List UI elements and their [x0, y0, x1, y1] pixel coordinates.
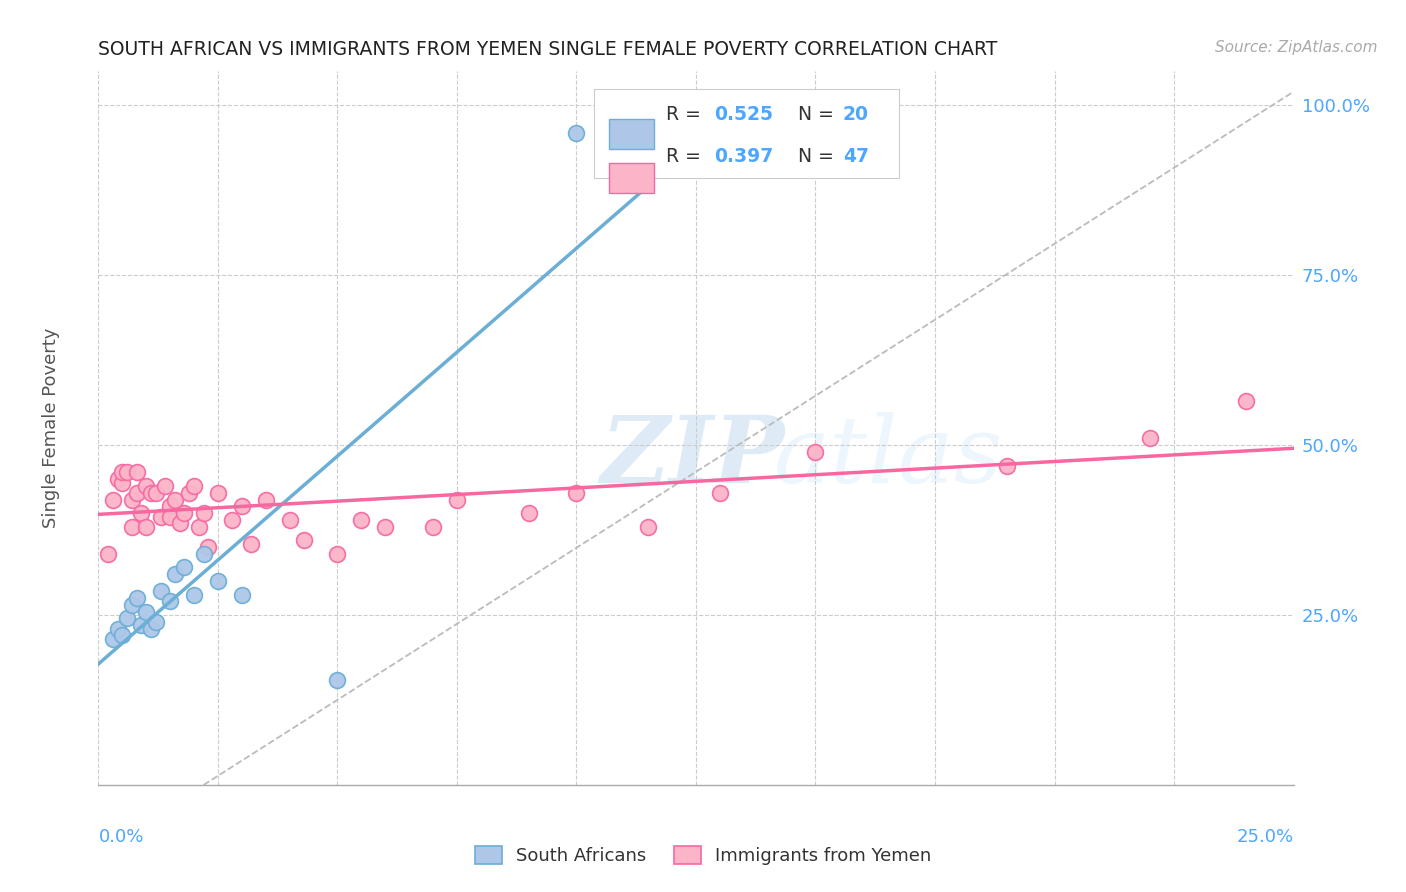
Point — [207, 574, 229, 588]
Point — [637, 519, 659, 533]
Point — [183, 479, 205, 493]
Point — [350, 513, 373, 527]
Point — [326, 673, 349, 687]
Point — [125, 591, 148, 605]
Point — [207, 485, 229, 500]
Point — [1139, 431, 1161, 445]
Point — [159, 594, 181, 608]
Point — [183, 588, 205, 602]
Point — [131, 618, 153, 632]
Text: Source: ZipAtlas.com: Source: ZipAtlas.com — [1215, 40, 1378, 55]
Point — [278, 513, 301, 527]
Text: N =: N = — [797, 104, 839, 124]
FancyBboxPatch shape — [609, 163, 654, 194]
Point — [179, 485, 201, 500]
Point — [125, 485, 148, 500]
Text: ZIP: ZIP — [600, 412, 785, 501]
Point — [169, 516, 191, 531]
Text: 20: 20 — [844, 104, 869, 124]
Point — [111, 628, 134, 642]
Point — [135, 519, 157, 533]
Point — [107, 472, 129, 486]
Point — [326, 547, 349, 561]
Text: R =: R = — [666, 146, 707, 166]
Point — [197, 540, 219, 554]
Point — [149, 509, 172, 524]
Legend: South Africans, Immigrants from Yemen: South Africans, Immigrants from Yemen — [465, 837, 941, 874]
Point — [231, 588, 253, 602]
Point — [446, 492, 468, 507]
Text: 0.525: 0.525 — [714, 104, 773, 124]
Point — [135, 605, 157, 619]
Text: 47: 47 — [844, 146, 869, 166]
Point — [149, 584, 172, 599]
Point — [240, 537, 263, 551]
Point — [145, 485, 167, 500]
Point — [111, 466, 134, 480]
Point — [107, 622, 129, 636]
Text: 0.397: 0.397 — [714, 146, 773, 166]
Text: N =: N = — [797, 146, 839, 166]
Point — [121, 519, 143, 533]
Point — [139, 485, 162, 500]
Point — [145, 615, 167, 629]
Point — [97, 547, 120, 561]
Point — [292, 533, 315, 548]
Point — [135, 479, 157, 493]
Point — [163, 492, 186, 507]
Point — [565, 485, 588, 500]
Point — [121, 598, 143, 612]
Point — [163, 567, 186, 582]
Point — [173, 560, 195, 574]
Point — [115, 466, 138, 480]
Point — [709, 485, 731, 500]
Point — [804, 445, 827, 459]
Point — [115, 611, 138, 625]
Point — [422, 519, 444, 533]
Text: Single Female Poverty: Single Female Poverty — [42, 328, 59, 528]
Point — [221, 513, 243, 527]
Point — [1234, 394, 1257, 409]
Text: SOUTH AFRICAN VS IMMIGRANTS FROM YEMEN SINGLE FEMALE POVERTY CORRELATION CHART: SOUTH AFRICAN VS IMMIGRANTS FROM YEMEN S… — [98, 40, 998, 59]
Text: 25.0%: 25.0% — [1236, 828, 1294, 846]
Point — [121, 492, 143, 507]
Point — [254, 492, 277, 507]
Point — [101, 492, 124, 507]
Point — [101, 632, 124, 646]
Point — [231, 500, 253, 514]
Point — [193, 547, 215, 561]
FancyBboxPatch shape — [609, 119, 654, 149]
Point — [125, 466, 148, 480]
Point — [159, 509, 181, 524]
Point — [187, 519, 209, 533]
FancyBboxPatch shape — [595, 89, 900, 178]
Point — [995, 458, 1018, 473]
Text: atlas: atlas — [773, 412, 1002, 501]
Point — [517, 506, 540, 520]
Point — [565, 126, 588, 140]
Point — [193, 506, 215, 520]
Point — [131, 506, 153, 520]
Point — [139, 622, 162, 636]
Point — [173, 506, 195, 520]
Point — [155, 479, 177, 493]
Text: R =: R = — [666, 104, 707, 124]
Point — [159, 500, 181, 514]
Point — [374, 519, 396, 533]
Point — [111, 475, 134, 490]
Text: 0.0%: 0.0% — [98, 828, 143, 846]
